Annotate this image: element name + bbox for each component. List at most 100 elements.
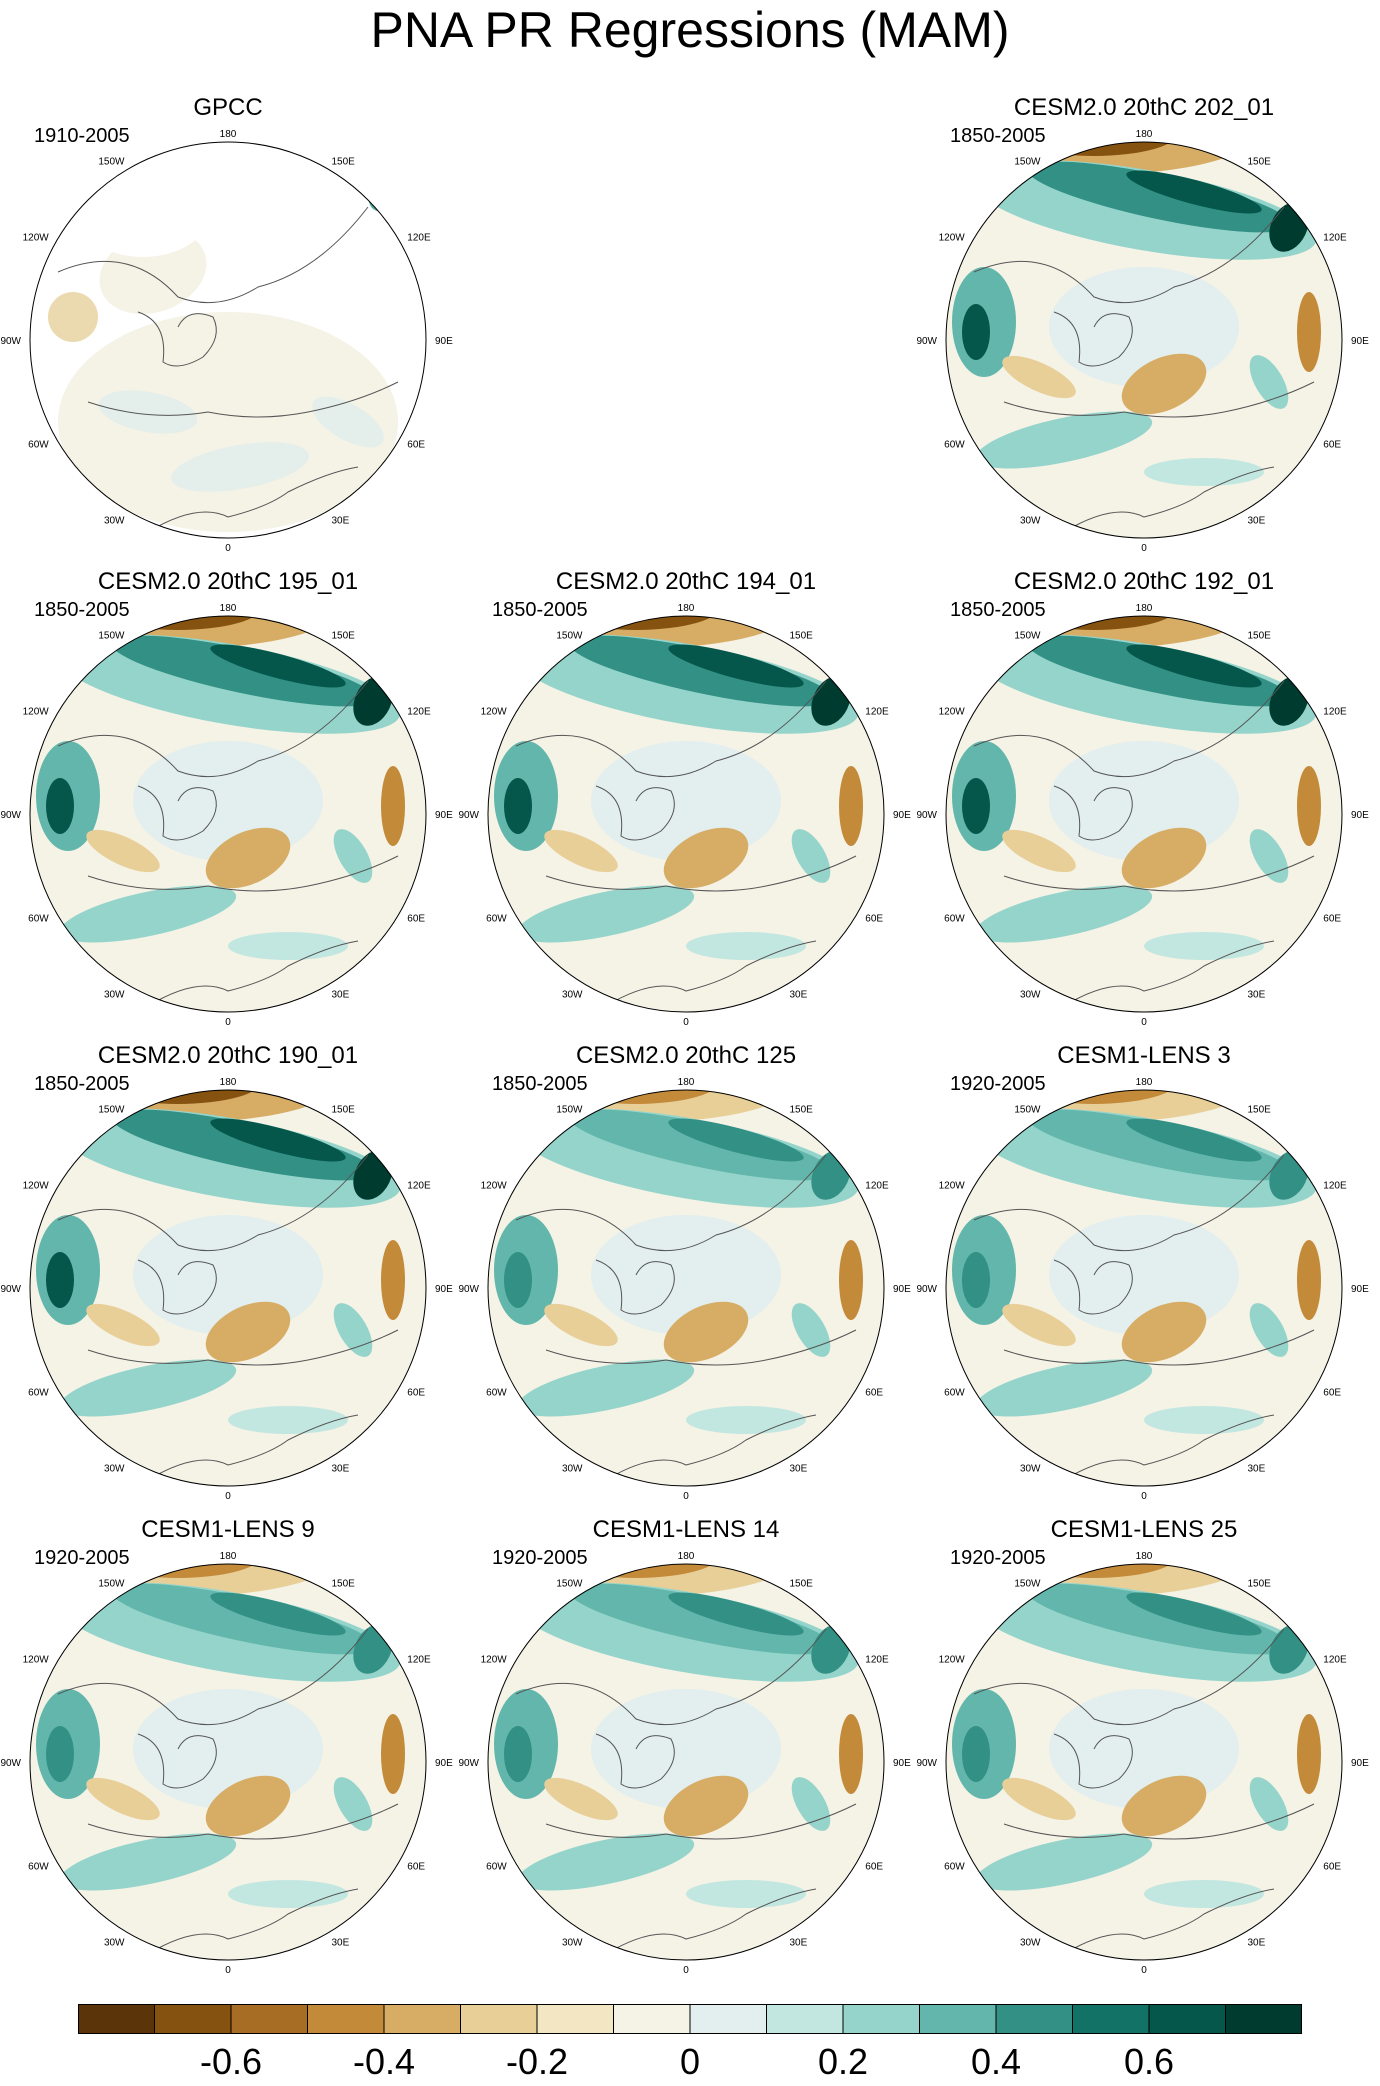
- longitude-label: 60W: [486, 1388, 507, 1399]
- map-panel-c195: CESM2.0 20thC 195_01 1850-2005 180 150E 12…: [0, 566, 453, 1036]
- longitude-label: 90E: [435, 1284, 453, 1295]
- coastline: [1063, 940, 1275, 1007]
- precip-anomaly-positive: [1144, 1406, 1264, 1434]
- longitude-label: 150E: [790, 1579, 814, 1590]
- coastline: [147, 1414, 359, 1481]
- precip-anomaly-negative: [1002, 829, 1076, 873]
- colorbar-swatch: [231, 2004, 308, 2034]
- colorbar-swatch: [537, 2004, 614, 2034]
- longitude-label: 120E: [1323, 233, 1347, 244]
- coastline: [87, 1803, 399, 1840]
- coastline: [515, 680, 827, 778]
- precip-anomaly-positive: [791, 1777, 831, 1831]
- colorbar-swatch: [690, 2004, 767, 2034]
- longitude-label: 120W: [939, 233, 966, 244]
- longitude-label: 90E: [1351, 336, 1369, 347]
- precip-anomaly-positive: [46, 778, 74, 834]
- colorbar-tick-label: -0.4: [352, 2041, 416, 2082]
- precip-anomaly-positive: [686, 1880, 806, 1908]
- longitude-label: 60E: [865, 1388, 883, 1399]
- precip-anomaly-negative: [205, 1775, 291, 1837]
- longitude-label: 30E: [790, 1937, 808, 1948]
- precip-anomaly-positive: [110, 635, 376, 707]
- precip-anomaly-positive: [1126, 170, 1262, 214]
- polar-map: 180 150E 120E 90E 60E 30E 0 30W 60W 90W 120W 150W: [0, 1551, 453, 1976]
- longitude-label: 120E: [1323, 1181, 1347, 1192]
- precip-anomaly-positive: [1249, 1777, 1289, 1831]
- panel-title: CESM2.0 20thC 194_01: [555, 568, 817, 595]
- coastline: [1063, 1414, 1275, 1481]
- panel-period: 1920-2005: [34, 1547, 130, 1569]
- longitude-label: 30E: [1248, 1463, 1266, 1474]
- coastline: [1063, 466, 1275, 533]
- precip-anomaly-positive: [228, 1880, 348, 1908]
- longitude-label: 90W: [0, 1758, 21, 1769]
- precip-anomaly-positive: [962, 778, 990, 834]
- longitude-label: 90W: [0, 336, 21, 347]
- longitude-label: 90W: [916, 810, 937, 821]
- longitude-label: 30E: [332, 1463, 350, 1474]
- precip-anomaly-negative: [839, 1240, 863, 1320]
- polar-map: 180 150E 120E 90E 60E 30E 0 30W 60W 90W 120W 150W: [0, 1077, 453, 1502]
- map-boundary: [29, 615, 427, 1013]
- panel-title: CESM2.0 20thC 202_01: [1013, 94, 1275, 121]
- coastline: [973, 206, 1285, 304]
- longitude-label: 150W: [98, 157, 125, 168]
- longitude-label: 180: [678, 1077, 695, 1088]
- panel-period: 1850-2005: [950, 599, 1046, 621]
- polar-map: 180 150E 120E 90E 60E 30E 0 30W 60W 90W 120W 150W: [458, 1551, 911, 1976]
- colorbar-swatch: [460, 2004, 538, 2034]
- coastline: [515, 1628, 827, 1726]
- longitude-label: 30W: [562, 1463, 583, 1474]
- longitude-label: 120W: [939, 1181, 966, 1192]
- panel-title: CESM2.0 20thC 125: [575, 1042, 797, 1069]
- longitude-label: 60E: [407, 1388, 425, 1399]
- missing-data-region: [73, 157, 213, 257]
- coastline: [87, 855, 399, 892]
- precip-anomaly-positive: [46, 1252, 74, 1308]
- longitude-label: 120W: [23, 1655, 50, 1666]
- longitude-label: 90W: [916, 1758, 937, 1769]
- colorbar-swatch: [1149, 2004, 1226, 2034]
- longitude-label: 30E: [790, 989, 808, 1000]
- longitude-label: 0: [1141, 543, 1147, 554]
- precip-anomaly-negative: [663, 827, 749, 889]
- panel-title: CESM1-LENS 14: [592, 1516, 780, 1543]
- longitude-label: 120W: [23, 1181, 50, 1192]
- colorbar-swatch: [1072, 2004, 1150, 2034]
- map-panel-l9: CESM1-LENS 9 1920-2005 180 150E 120E 90E 60E…: [0, 1514, 453, 1984]
- longitude-label: 150E: [790, 631, 814, 642]
- precip-anomaly-negative: [544, 1303, 618, 1347]
- longitude-label: 60W: [944, 1862, 965, 1873]
- precip-anomaly-positive: [686, 932, 806, 960]
- coastline: [595, 1259, 675, 1315]
- coastline: [1063, 1888, 1275, 1955]
- precip-anomaly-positive: [517, 1359, 695, 1417]
- precip-anomaly-negative: [86, 829, 160, 873]
- precip-anomaly-negative: [381, 1714, 405, 1794]
- polar-map: 180 150E 120E 90E 60E 30E 0 30W 60W 90W 120W 150W: [916, 1551, 1369, 1976]
- longitude-label: 60E: [407, 914, 425, 925]
- precip-anomaly-negative: [1121, 1301, 1207, 1363]
- precip-anomaly-negative: [839, 766, 863, 846]
- coastline: [1003, 381, 1315, 418]
- longitude-label: 30W: [104, 1463, 125, 1474]
- longitude-label: 30E: [332, 1937, 350, 1948]
- precip-anomaly-positive: [568, 1109, 834, 1181]
- colorbar-swatch: [78, 2004, 155, 2034]
- coastline: [595, 785, 675, 841]
- panel-period: 1920-2005: [492, 1547, 588, 1569]
- precip-anomaly-positive: [668, 1592, 804, 1636]
- coastline: [1053, 785, 1133, 841]
- precip-anomaly-positive: [668, 1118, 804, 1162]
- colorbar-tick-label: -0.2: [505, 2041, 569, 2082]
- precip-anomaly-positive: [975, 1833, 1153, 1891]
- longitude-label: 0: [683, 1017, 689, 1028]
- longitude-label: 60E: [1323, 914, 1341, 925]
- coastline: [137, 785, 217, 841]
- precip-anomaly-positive: [333, 1777, 373, 1831]
- longitude-label: 120E: [407, 1655, 431, 1666]
- coastline: [147, 466, 359, 533]
- precip-anomaly-positive: [1249, 829, 1289, 883]
- precip-anomaly-negative: [839, 1714, 863, 1794]
